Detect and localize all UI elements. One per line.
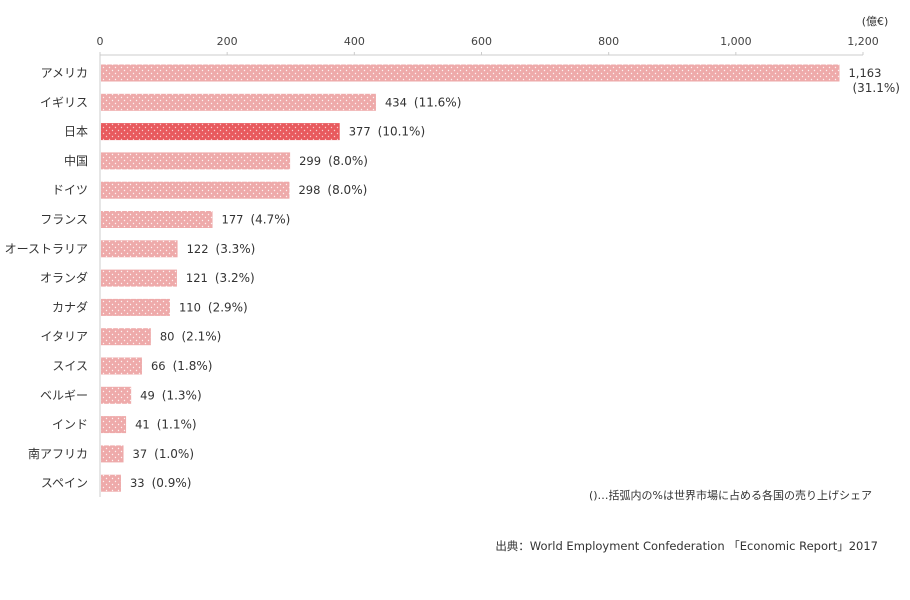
category-label: アメリカ <box>41 66 88 80</box>
value-label: 434 <box>385 95 407 109</box>
bar <box>101 328 151 346</box>
value-label: 49 <box>140 388 155 402</box>
share-label: (0.9%) <box>152 476 192 490</box>
share-label: (3.3%) <box>216 242 256 256</box>
value-label: 121 <box>186 271 208 285</box>
value-label: 1,163 <box>848 66 881 80</box>
value-label: 377 <box>349 125 371 139</box>
unit-label: (億€) <box>862 15 889 28</box>
value-label: 37 <box>133 447 148 461</box>
x-tick-label: 800 <box>598 35 619 48</box>
value-label: 80 <box>160 330 175 344</box>
value-label: 177 <box>222 213 244 227</box>
share-label: (8.0%) <box>328 154 368 168</box>
category-label: スペイン <box>41 476 88 490</box>
value-labels: 1,163(31.1%) 434 (11.6%) 377 (10.1%) 299 (8.0%… <box>130 66 900 490</box>
x-axis: 0 200 400 600 800 1,000 1,200 <box>97 35 879 55</box>
bar <box>101 416 127 434</box>
x-tick-label: 1,000 <box>720 35 752 48</box>
share-label: (2.1%) <box>182 330 222 344</box>
share-label: (1.3%) <box>162 388 202 402</box>
x-tick-label: 1,200 <box>847 35 879 48</box>
share-note: ()…括弧内の%は世界市場に占める各国の売り上げシェア <box>589 488 872 502</box>
category-label: 中国 <box>64 153 88 168</box>
bar <box>101 445 124 463</box>
bar <box>101 474 121 492</box>
category-label: ドイツ <box>52 183 88 197</box>
bars-group <box>101 64 840 492</box>
x-tick-label: 400 <box>344 35 365 48</box>
category-label: スイス <box>52 359 88 373</box>
bar <box>101 211 213 228</box>
x-tick-label: 0 <box>97 35 104 48</box>
bar <box>101 269 177 287</box>
x-tick-label: 200 <box>217 35 238 48</box>
value-label: 122 <box>187 242 209 256</box>
value-label: 66 <box>151 359 166 373</box>
share-label: (1.0%) <box>154 447 194 461</box>
category-label: ベルギー <box>40 388 88 402</box>
value-label: 298 <box>298 183 320 197</box>
bar <box>101 64 840 82</box>
bar <box>101 123 340 141</box>
share-label: (3.2%) <box>215 271 255 285</box>
share-label: (31.1%) <box>852 81 899 95</box>
value-label: 41 <box>135 418 150 432</box>
share-label: (10.1%) <box>378 125 425 139</box>
category-label: フランス <box>40 213 88 227</box>
bar <box>101 93 376 111</box>
category-label: 日本 <box>64 125 88 139</box>
share-label: (2.9%) <box>208 300 248 314</box>
source-note: 出典：World Employment Confederation 「Econo… <box>495 539 878 553</box>
value-label: 33 <box>130 476 145 490</box>
bar <box>101 240 178 258</box>
bar <box>101 357 142 375</box>
category-labels: アメリカイギリス日本中国ドイツフランスオーストラリアオランダカナダイタリアスイス… <box>5 66 88 490</box>
category-label: イギリス <box>40 95 88 109</box>
category-label: 南アフリカ <box>28 446 88 461</box>
bar <box>101 386 132 404</box>
value-label: 110 <box>179 300 201 314</box>
share-label: (1.1%) <box>157 418 197 432</box>
share-label: (4.7%) <box>250 213 290 227</box>
category-label: カナダ <box>52 299 88 314</box>
bar <box>101 181 290 199</box>
value-label: 299 <box>299 154 321 168</box>
category-label: オーストラリア <box>5 242 88 256</box>
category-label: インド <box>52 418 88 432</box>
category-label: オランダ <box>40 270 88 285</box>
bar <box>101 152 291 170</box>
share-label: (11.6%) <box>414 95 461 109</box>
category-label: イタリア <box>40 330 88 344</box>
share-label: (8.0%) <box>327 183 367 197</box>
x-tick-label: 600 <box>471 35 492 48</box>
bar <box>101 298 170 316</box>
share-label: (1.8%) <box>173 359 213 373</box>
